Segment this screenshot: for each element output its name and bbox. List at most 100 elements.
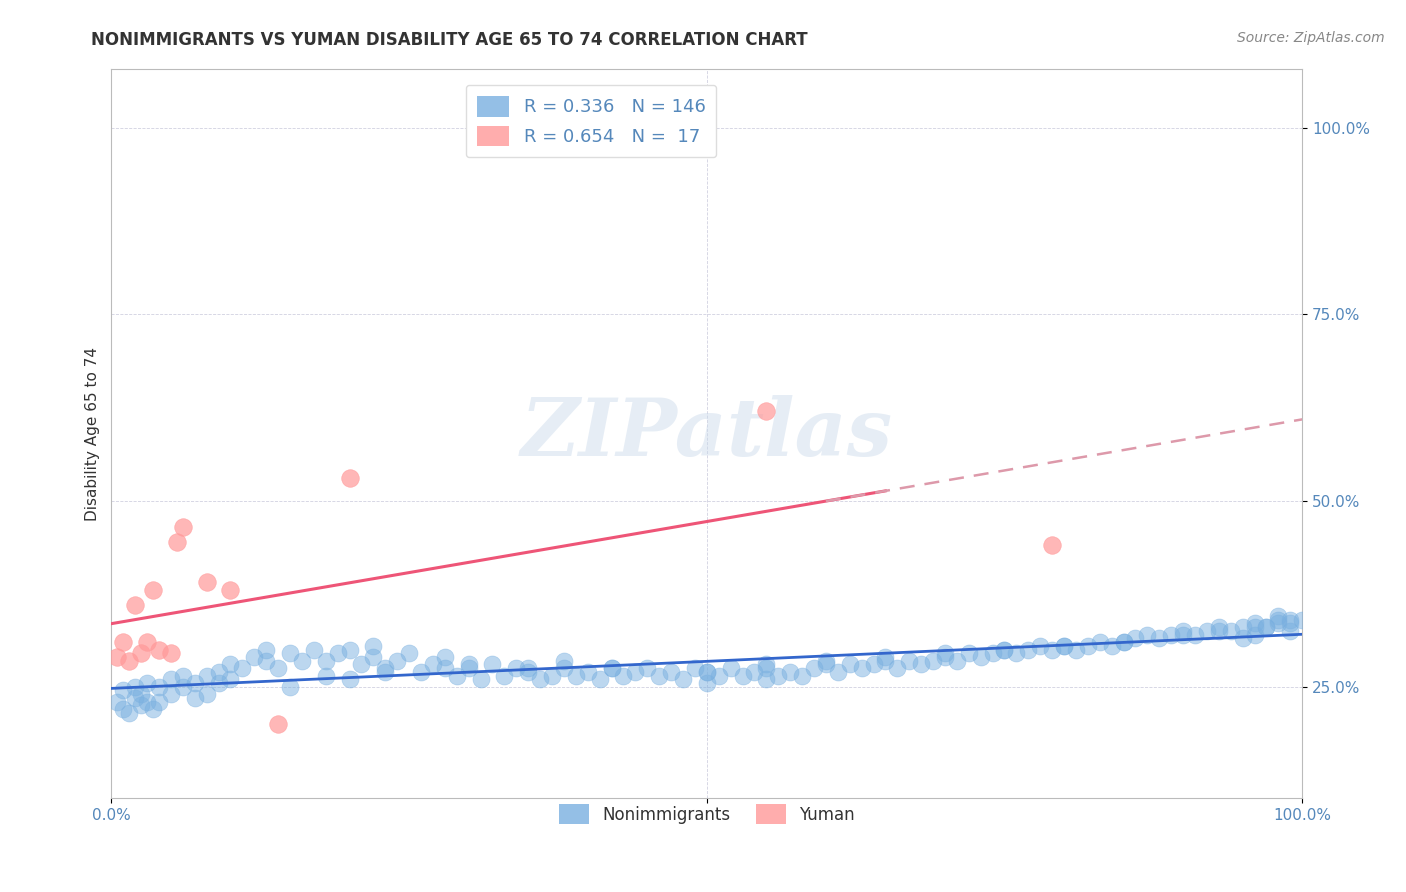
Point xyxy=(803,661,825,675)
Point xyxy=(838,657,860,672)
Point xyxy=(243,650,266,665)
Point xyxy=(755,661,778,675)
Point xyxy=(886,661,908,675)
Point xyxy=(875,650,897,665)
Point xyxy=(195,575,218,590)
Point xyxy=(1064,642,1087,657)
Point xyxy=(148,695,170,709)
Point xyxy=(1279,624,1302,638)
Point xyxy=(553,661,575,675)
Point xyxy=(398,646,420,660)
Point xyxy=(720,661,742,675)
Point xyxy=(339,471,361,485)
Point xyxy=(124,690,146,705)
Point xyxy=(744,665,766,679)
Point xyxy=(1029,639,1052,653)
Point xyxy=(600,661,623,675)
Point xyxy=(862,657,884,672)
Point xyxy=(755,657,778,672)
Point xyxy=(553,654,575,668)
Point xyxy=(136,695,159,709)
Point xyxy=(118,706,141,720)
Point xyxy=(184,676,207,690)
Point xyxy=(207,676,229,690)
Point xyxy=(1088,635,1111,649)
Point xyxy=(969,650,991,665)
Point xyxy=(790,668,813,682)
Point xyxy=(136,635,159,649)
Point xyxy=(267,717,290,731)
Point xyxy=(898,654,921,668)
Point xyxy=(1053,639,1076,653)
Point xyxy=(505,661,527,675)
Point xyxy=(541,668,564,682)
Point xyxy=(814,654,837,668)
Point xyxy=(1256,620,1278,634)
Point xyxy=(118,654,141,668)
Point xyxy=(350,657,373,672)
Point xyxy=(946,654,969,668)
Point xyxy=(683,661,706,675)
Point xyxy=(105,650,128,665)
Point xyxy=(1208,624,1230,638)
Point xyxy=(1279,613,1302,627)
Point xyxy=(302,642,325,657)
Text: ZIPatlas: ZIPatlas xyxy=(520,395,893,472)
Point xyxy=(160,673,183,687)
Point xyxy=(565,668,588,682)
Point xyxy=(529,673,551,687)
Point xyxy=(648,668,671,682)
Point xyxy=(409,665,432,679)
Point xyxy=(112,635,135,649)
Point xyxy=(1171,627,1194,641)
Text: NONIMMIGRANTS VS YUMAN DISABILITY AGE 65 TO 74 CORRELATION CHART: NONIMMIGRANTS VS YUMAN DISABILITY AGE 65… xyxy=(91,31,808,49)
Point xyxy=(254,654,277,668)
Point xyxy=(588,673,610,687)
Point xyxy=(1232,620,1254,634)
Point xyxy=(1267,613,1289,627)
Point xyxy=(231,661,253,675)
Point xyxy=(184,690,207,705)
Point xyxy=(576,665,599,679)
Point xyxy=(934,646,956,660)
Point xyxy=(142,702,165,716)
Point xyxy=(1219,624,1241,638)
Point xyxy=(1291,613,1313,627)
Point xyxy=(875,654,897,668)
Point xyxy=(148,680,170,694)
Point xyxy=(1184,627,1206,641)
Point xyxy=(433,661,456,675)
Point xyxy=(148,642,170,657)
Point xyxy=(1112,635,1135,649)
Point xyxy=(195,687,218,701)
Point xyxy=(922,654,945,668)
Point xyxy=(612,668,634,682)
Point xyxy=(696,676,718,690)
Point xyxy=(517,661,540,675)
Point xyxy=(160,687,183,701)
Point xyxy=(1125,632,1147,646)
Point xyxy=(1279,616,1302,631)
Point xyxy=(1077,639,1099,653)
Point xyxy=(374,665,396,679)
Point xyxy=(851,661,873,675)
Point xyxy=(1267,609,1289,624)
Point xyxy=(993,642,1015,657)
Point xyxy=(1017,642,1039,657)
Point xyxy=(457,661,479,675)
Point xyxy=(195,668,218,682)
Point xyxy=(278,680,301,694)
Legend: Nonimmigrants, Yuman: Nonimmigrants, Yuman xyxy=(553,797,860,830)
Point xyxy=(1195,624,1218,638)
Point xyxy=(1160,627,1182,641)
Point xyxy=(339,673,361,687)
Y-axis label: Disability Age 65 to 74: Disability Age 65 to 74 xyxy=(86,346,100,521)
Point xyxy=(219,582,242,597)
Point xyxy=(1243,627,1265,641)
Point xyxy=(755,673,778,687)
Point xyxy=(129,687,152,701)
Point xyxy=(105,695,128,709)
Point xyxy=(1243,620,1265,634)
Point xyxy=(254,642,277,657)
Point xyxy=(1040,642,1063,657)
